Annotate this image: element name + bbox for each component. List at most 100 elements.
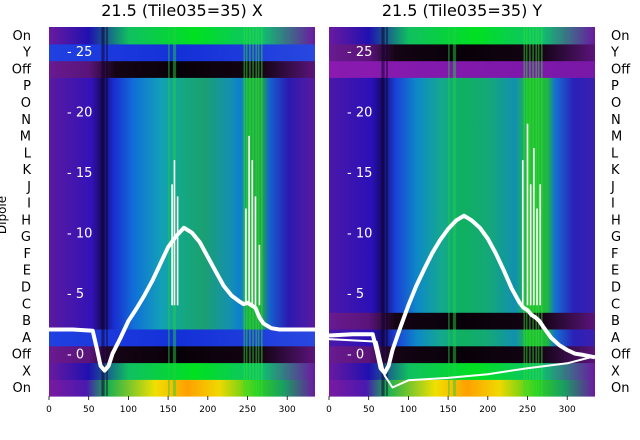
row-label: A: [22, 331, 31, 346]
heatmap-row-19: [49, 60, 315, 78]
heatmap-row-21: [329, 27, 595, 45]
heatmap-row-20: [49, 43, 315, 62]
row-label: Y: [22, 46, 31, 61]
x-tick-label: 0: [326, 405, 332, 415]
overlay-y-tick: - 25: [67, 45, 92, 60]
panel-title: 21.5 (Tile035=35) Y: [382, 1, 543, 20]
heatmap-stripe: [541, 27, 543, 396]
overlay-y-tick: - 15: [347, 166, 372, 181]
row-label: G: [21, 230, 31, 245]
heatmap-row-4: [49, 312, 315, 330]
heatmap-row-6: [49, 278, 315, 296]
overlay-y-tick: - 20: [347, 106, 372, 121]
heatmap-row-8: [49, 245, 315, 263]
heatmap-row-19: [329, 60, 595, 78]
row-label: G: [611, 230, 621, 245]
heatmap-stripe: [106, 27, 108, 396]
heatmap-row-4: [329, 312, 595, 330]
x-tick-label: 300: [279, 405, 296, 415]
heatmap-row-16: [49, 110, 315, 129]
heatmap-row-11: [329, 194, 595, 213]
heatmap-stripe: [174, 27, 177, 396]
heatmap-row-18: [329, 77, 595, 95]
overlay-series-line: [328, 338, 596, 389]
row-label: P: [23, 79, 31, 94]
heatmap-stripe: [243, 27, 246, 396]
row-label: O: [611, 96, 621, 111]
row-label: P: [611, 79, 619, 94]
overlay-y-tick: - 15: [67, 166, 92, 181]
heatmap-stripe: [535, 27, 537, 396]
heatmap-row-7: [49, 261, 315, 280]
row-label: J: [610, 180, 615, 195]
heatmap-row-0: [49, 379, 315, 397]
heatmap-row-17: [49, 94, 315, 112]
row-label: Off: [611, 62, 631, 77]
row-label: F: [24, 247, 31, 262]
panel-title: 21.5 (Tile035=35) X: [101, 1, 263, 20]
row-label: A: [611, 331, 620, 346]
x-tick-label: 150: [440, 405, 457, 415]
row-label: C: [22, 297, 31, 312]
row-label: I: [611, 197, 615, 212]
heatmap-row-5: [329, 295, 595, 313]
row-label: E: [23, 264, 31, 279]
heatmap-row-12: [329, 178, 595, 196]
row-label: M: [20, 130, 31, 145]
heatmap-row-2: [49, 345, 315, 364]
row-label: M: [611, 130, 622, 145]
overlay-series-line: [49, 225, 315, 373]
row-label: H: [21, 213, 31, 228]
overlay-series-line: [328, 213, 596, 375]
row-label: B: [611, 314, 620, 329]
row-label: H: [611, 213, 621, 228]
overlay-y-tick: - 0: [347, 348, 364, 363]
row-label: O: [21, 96, 31, 111]
heatmap-stripe: [381, 27, 383, 396]
overlay-y-tick: - 5: [67, 287, 84, 302]
row-label: X: [611, 364, 620, 379]
heatmap-row-9: [329, 228, 595, 246]
heatmap-row-3: [49, 328, 315, 347]
heatmap-stripe: [454, 27, 457, 396]
heatmap-stripe: [523, 27, 526, 396]
row-label: X: [22, 364, 31, 379]
row-label: I: [27, 197, 31, 212]
x-tick-label: 50: [363, 405, 375, 415]
x-tick-label: 200: [199, 405, 216, 415]
heatmap-stripe: [386, 27, 388, 396]
heatmap-stripe: [257, 27, 260, 396]
heatmap-row-20: [329, 43, 595, 62]
heatmap-row-10: [329, 211, 595, 229]
heatmap-stripe: [448, 27, 450, 396]
row-label: C: [611, 297, 620, 312]
heatmap-row-14: [329, 144, 595, 162]
row-label: Y: [610, 46, 619, 61]
overlay-y-tick: - 10: [67, 227, 92, 242]
heatmap-row-8: [329, 245, 595, 263]
row-label: E: [611, 264, 619, 279]
row-label: L: [24, 146, 32, 161]
y-axis-label: Dipole: [0, 196, 9, 234]
heatmap-row-17: [329, 94, 595, 112]
overlay-y-tick: - 25: [347, 45, 372, 60]
overlay-y-tick: - 0: [67, 348, 84, 363]
heatmap-row-21: [49, 27, 315, 45]
row-label: D: [21, 281, 31, 296]
row-label: N: [21, 113, 31, 128]
heatmap-row-2: [329, 345, 595, 364]
row-label: K: [611, 163, 620, 178]
heatmap-row-1: [49, 362, 315, 380]
heatmap-panel-1: 21.5 (Tile035=35) XOnXOffABCDEFGHIJKLMNO…: [12, 1, 315, 415]
row-label: On: [611, 381, 629, 396]
heatmap-row-14: [49, 144, 315, 162]
heatmap-row-6: [329, 278, 595, 296]
row-label: On: [611, 29, 629, 44]
x-tick-label: 250: [519, 405, 536, 415]
overlay-y-tick: - 10: [347, 227, 372, 242]
row-label: K: [22, 163, 31, 178]
heatmap-stripe: [261, 27, 263, 396]
heatmap-row-0: [329, 379, 595, 397]
row-label: Off: [12, 348, 32, 363]
heatmap-stripe: [537, 27, 540, 396]
